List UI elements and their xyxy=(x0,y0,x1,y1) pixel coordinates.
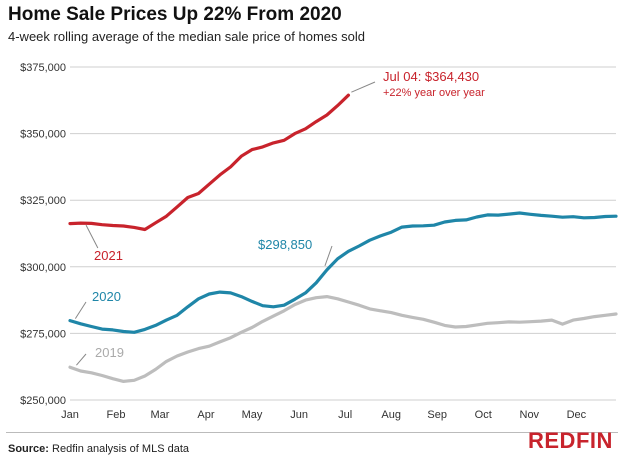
leader-2020 xyxy=(74,301,87,319)
x-tick-label: Mar xyxy=(150,409,169,421)
x-tick-label: Jul xyxy=(338,409,352,421)
redfin-logo: REDFIN xyxy=(528,428,613,453)
series-label-2020: 2020 xyxy=(92,289,121,304)
x-tick-label: Jun xyxy=(290,409,308,421)
y-tick-label: $375,000 xyxy=(20,62,66,74)
y-tick-label: $350,000 xyxy=(20,129,66,141)
series-label-2021: 2021 xyxy=(94,248,123,263)
x-tick-label: Nov xyxy=(520,409,540,421)
x-tick-label: Apr xyxy=(197,409,214,421)
callout-2021-line2: +22% year over year xyxy=(383,87,485,99)
chart-title: Home Sale Prices Up 22% From 2020 xyxy=(8,4,342,25)
y-tick-label: $250,000 xyxy=(20,395,66,407)
x-tick-label: Dec xyxy=(567,409,587,421)
x-tick-label: Oct xyxy=(475,409,492,421)
leader-2021-callout xyxy=(351,81,376,93)
footer-divider xyxy=(6,432,618,433)
leader-2021 xyxy=(85,224,99,249)
series-line-2020 xyxy=(68,211,618,334)
y-tick-label: $300,000 xyxy=(20,262,66,274)
x-tick-label: Jan xyxy=(61,409,79,421)
x-tick-label: May xyxy=(242,409,263,421)
series-line-2019 xyxy=(68,295,618,383)
series-line-2021 xyxy=(68,93,350,232)
x-tick-label: Feb xyxy=(107,409,126,421)
source-text: Redfin analysis of MLS data xyxy=(52,443,189,455)
source-note: Source: Redfin analysis of MLS data xyxy=(8,443,189,455)
series-label-2019: 2019 xyxy=(95,345,124,360)
leader-2020-callout xyxy=(324,245,333,267)
callout-2021-line1: Jul 04: $364,430 xyxy=(383,69,479,84)
y-tick-label: $275,000 xyxy=(20,328,66,340)
y-tick-label: $325,000 xyxy=(20,195,66,207)
x-tick-label: Aug xyxy=(381,409,401,421)
leader-2019 xyxy=(76,353,87,366)
source-label: Source: xyxy=(8,443,49,455)
callout-2020-value: $298,850 xyxy=(258,237,312,252)
x-tick-label: Sep xyxy=(427,409,447,421)
chart-subtitle: 4-week rolling average of the median sal… xyxy=(8,29,365,44)
